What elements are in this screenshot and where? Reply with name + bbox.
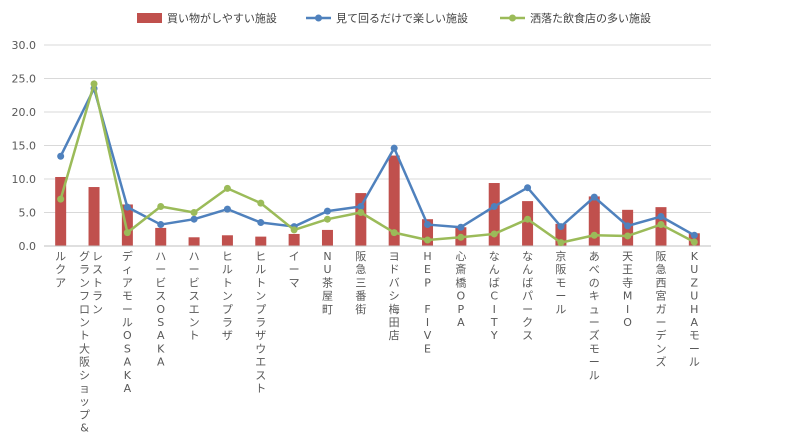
data-point (390, 144, 398, 152)
x-tick-label: イーマ (289, 250, 300, 289)
data-point (323, 207, 331, 215)
data-point (657, 221, 665, 229)
x-tick-label: N U 茶屋町 (322, 250, 333, 316)
data-point (90, 80, 98, 88)
x-tick-label: 心斎橋 O P A (455, 250, 466, 329)
y-tick-label: 0.0 (19, 240, 37, 253)
data-point (590, 193, 598, 201)
bar (355, 193, 367, 246)
bar (121, 204, 133, 246)
y-axis-tick-labels: 0.0 5.0 10.0 15.0 20.0 25.0 30.0 (12, 39, 37, 253)
legend-marker (315, 14, 322, 22)
data-point (690, 231, 698, 239)
y-tick-label: 20.0 (12, 106, 37, 119)
legend-label: 見て回るだけで楽しい施設 (336, 11, 468, 25)
legend: 買い物がしやすい施設 見て回るだけで楽しい施設 洒落た飲食店の多い施設 (137, 11, 651, 25)
y-tick-label: 15.0 (12, 140, 37, 153)
data-point (223, 205, 231, 213)
data-point (490, 202, 498, 210)
legend-item: 買い物がしやすい施設 (137, 11, 277, 25)
legend-item: 洒落た飲食店の多い施設 (500, 11, 651, 25)
x-tick-label: 天王寺 M I O (622, 250, 633, 329)
data-point (590, 231, 598, 239)
bar (555, 223, 567, 246)
bar (321, 229, 333, 246)
data-point (390, 229, 398, 237)
x-tick-label: グランフロント大阪ショップ&レストラン (79, 249, 103, 435)
legend-marker (509, 14, 516, 22)
legend-label: 買い物がしやすい施設 (167, 11, 277, 25)
data-point (257, 199, 265, 207)
x-tick-label: なんば C I T Y (489, 250, 500, 342)
data-point (657, 213, 665, 221)
line-series (57, 80, 698, 247)
bar (588, 196, 600, 246)
bar (155, 227, 167, 246)
data-point (190, 215, 198, 223)
y-tick-label: 5.0 (19, 207, 37, 220)
bar (388, 155, 400, 246)
x-tick-label: なんばパークス (522, 250, 533, 342)
bar (255, 236, 267, 246)
data-point (323, 215, 331, 223)
data-point (123, 229, 131, 237)
data-point (624, 232, 632, 240)
x-axis-category-labels: ルクア グランフロント大阪ショップ&レストラン ディアモール O S A K A ハービス O S A… (55, 249, 700, 435)
bar (288, 233, 300, 246)
data-point (457, 233, 465, 241)
x-tick-label: ルクア (55, 250, 66, 289)
data-point (57, 195, 65, 203)
data-point (57, 152, 65, 160)
data-point (624, 222, 632, 230)
data-point (557, 223, 565, 231)
bar (55, 176, 67, 246)
data-point (190, 209, 198, 216)
legend-label: 洒落た飲食店の多い施設 (530, 11, 651, 25)
data-point (223, 184, 231, 192)
x-tick-label: K U Z U H A モール (689, 250, 700, 369)
y-tick-label: 30.0 (12, 39, 37, 52)
y-tick-label: 25.0 (12, 73, 37, 86)
x-tick-label: あべのキューズモール (589, 250, 600, 382)
x-tick-label: ハービス O S A K A (155, 250, 166, 369)
bar (88, 187, 100, 246)
data-point (690, 238, 698, 246)
x-tick-label: 阪急三番街 (355, 249, 366, 316)
bar (422, 219, 434, 246)
bar (488, 183, 500, 246)
x-tick-label: ヒルトンプラザウエスト (255, 250, 266, 395)
data-point (357, 209, 365, 216)
x-tick-label: ディアモール O S A K A (122, 249, 133, 395)
data-point (557, 239, 565, 247)
data-point (424, 221, 432, 229)
series-line (59, 87, 695, 237)
series-line (59, 82, 695, 244)
y-tick-label: 10.0 (12, 173, 37, 186)
data-point (290, 226, 298, 234)
bar (188, 237, 200, 246)
data-point (424, 236, 432, 244)
legend-swatch (137, 13, 162, 23)
bar (522, 201, 534, 246)
data-point (524, 215, 532, 223)
bar (221, 235, 233, 246)
data-point (357, 202, 365, 210)
data-point (490, 230, 498, 238)
data-point (123, 203, 131, 211)
data-point (157, 221, 165, 229)
x-tick-label: ヒルトンプラザ (222, 250, 233, 342)
data-point (257, 219, 265, 227)
data-point (524, 184, 532, 192)
x-tick-label: ヨドバシ梅田店 (389, 250, 400, 342)
data-point (457, 223, 465, 231)
x-tick-label: ハービスエント (189, 250, 200, 342)
x-tick-label: 阪急西宮ガーデンズ (655, 249, 666, 369)
x-tick-label: 京阪モール (555, 249, 566, 316)
legend-item: 見て回るだけで楽しい施設 (306, 11, 468, 25)
data-point (157, 202, 165, 210)
